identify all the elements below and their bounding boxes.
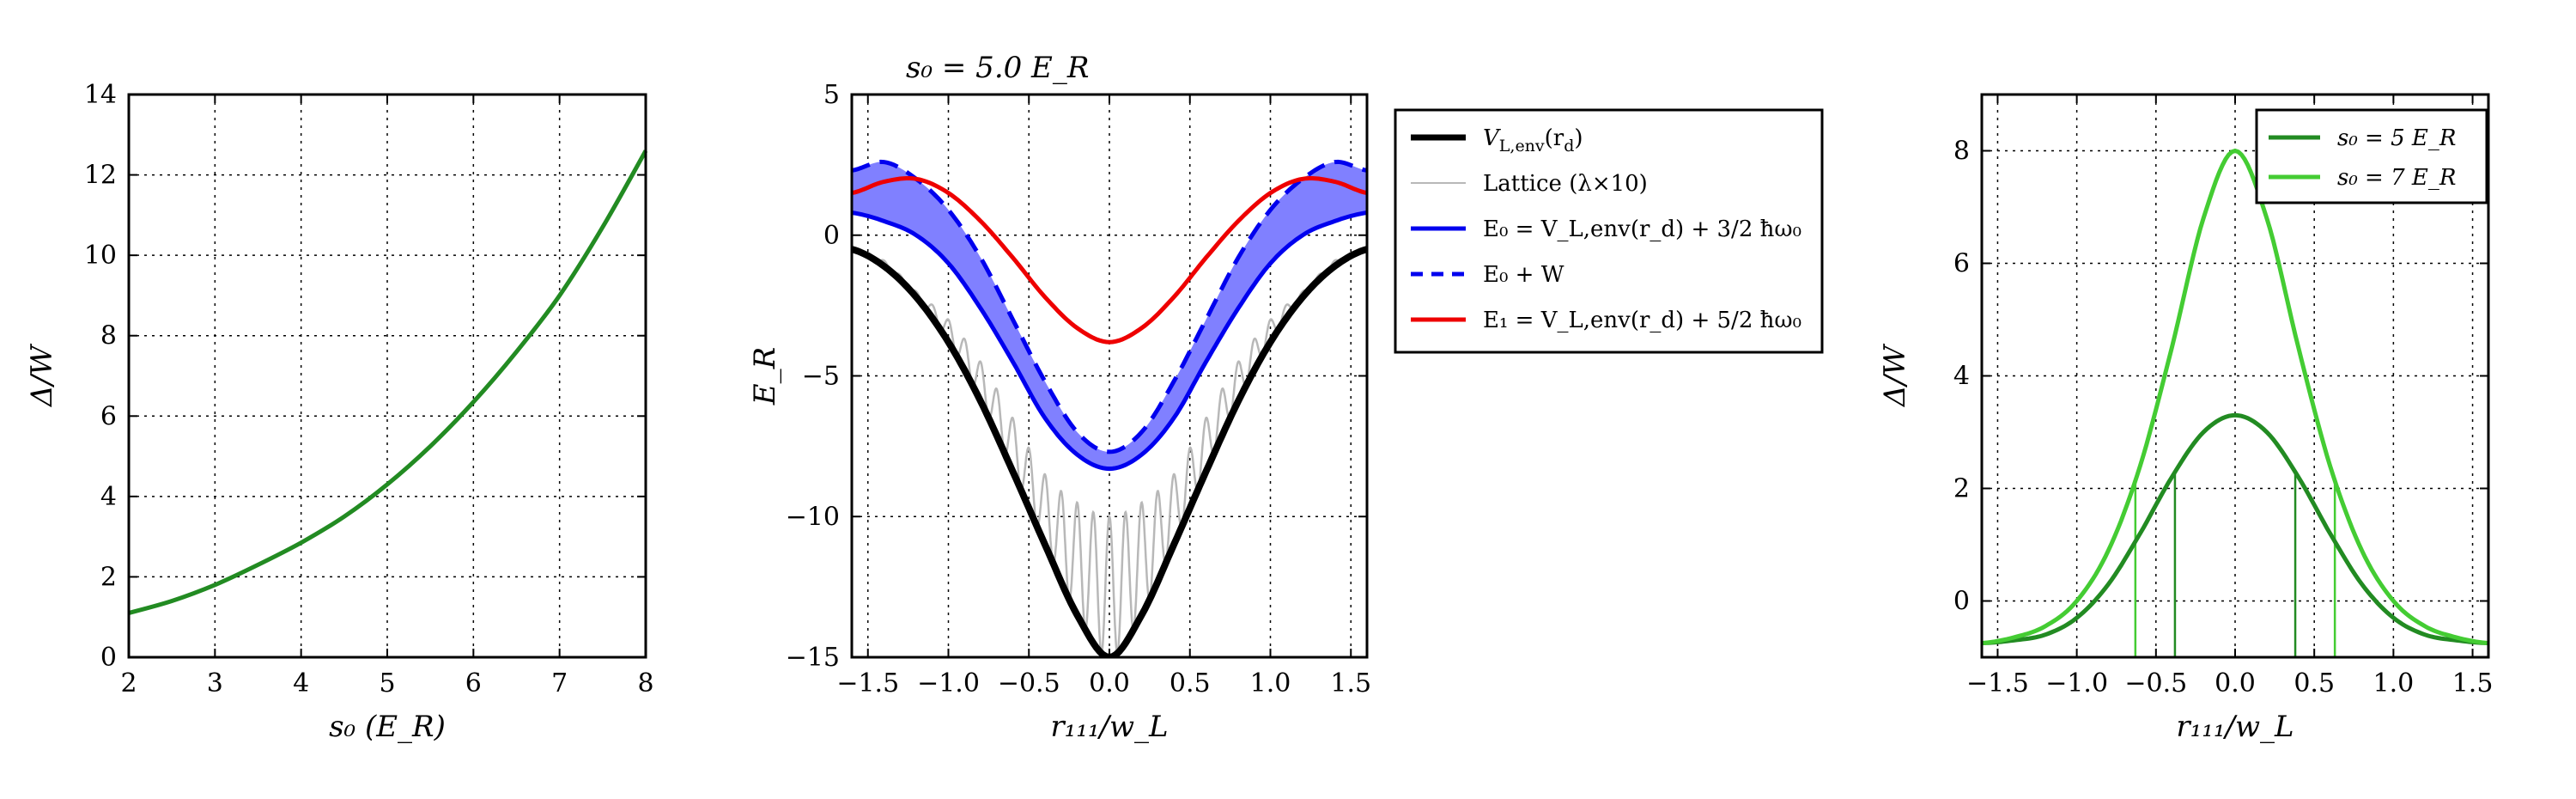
series-line — [128, 149, 648, 615]
plot-area — [852, 159, 1367, 657]
y-tick-label: 6 — [1953, 249, 1970, 279]
legend-box — [1394, 108, 1824, 354]
y-tick-label: −15 — [786, 643, 840, 673]
x-axis-label: r₁₁₁/w_L — [1050, 710, 1168, 744]
x-tick-label: 3 — [207, 668, 223, 698]
legend-label: E₀ + W — [1483, 262, 1564, 288]
bandwidth-fill — [852, 162, 1367, 469]
x-axis-label: r₁₁₁/w_L — [2176, 710, 2293, 744]
x-tick-label: −0.5 — [2124, 668, 2187, 698]
x-tick-label: 2 — [120, 668, 137, 698]
legend-label: s₀ = 7 E_R — [2337, 165, 2456, 191]
legend-box — [2255, 108, 2488, 204]
y-tick-label: 8 — [100, 321, 117, 351]
x-tick-label: 1.0 — [1250, 668, 1291, 698]
x-tick-label: 1.0 — [2373, 668, 2415, 698]
series-line — [1981, 148, 2489, 646]
x-axis-label: s₀ (E_R) — [329, 710, 446, 744]
x-tick-label: 0.5 — [2293, 668, 2335, 698]
x-tick-label: −1.5 — [836, 668, 899, 698]
x-tick-label: 6 — [465, 668, 482, 698]
x-tick-label: 1.5 — [2452, 668, 2494, 698]
legend-label: E₁ = V_L,env(r_d) + 5/2 ħω₀ — [1483, 308, 1801, 333]
legend-label: Lattice (λ×10) — [1483, 171, 1648, 197]
y-tick-label: 4 — [1953, 362, 1970, 392]
y-tick-label: 2 — [100, 562, 117, 592]
y-tick-label: 6 — [100, 401, 117, 431]
legend-label: VL,env(rd) — [1483, 125, 1583, 156]
plot-frame — [127, 93, 647, 659]
x-tick-label: −1.5 — [1966, 668, 2029, 698]
y-tick-label: 2 — [1953, 474, 1970, 504]
e0-line — [852, 210, 1367, 472]
y-tick-label: −10 — [786, 502, 840, 532]
y-tick-label: 10 — [84, 241, 117, 271]
x-tick-label: 0.0 — [2215, 668, 2256, 698]
y-axis-label: E_R — [748, 347, 782, 406]
x-tick-label: −0.5 — [998, 668, 1060, 698]
x-tick-label: −1.0 — [2045, 668, 2108, 698]
x-tick-label: −1.0 — [917, 668, 980, 698]
x-tick-label: 4 — [293, 668, 309, 698]
panel-delta-vs-r: −1.5 −1.0 −0.5 0.0 0.5 1.0 1.5 0 2 4 6 8 r₁₁₁/w_L Δ/W… — [1878, 93, 2494, 744]
y-tick-label: 0 — [1953, 587, 1970, 617]
x-tick-label: 8 — [637, 668, 653, 698]
y-tick-label: 4 — [100, 482, 117, 512]
series-line — [1981, 412, 2489, 646]
y-tick-label: 8 — [1953, 137, 1970, 167]
y-tick-label: 5 — [823, 80, 840, 110]
x-tick-label: 0.0 — [1089, 668, 1130, 698]
envelope-potential-line — [852, 246, 1367, 657]
plot-frame — [1980, 93, 2490, 659]
x-tick-label: 7 — [551, 668, 568, 698]
y-tick-label: 14 — [84, 80, 117, 110]
panel-energy-vs-r: −1.5 −1.0 −0.5 0.0 0.5 1.0 1.5 −15 −10 −5 0 5 r₁₁₁/w… — [748, 51, 1371, 744]
y-tick-label: 12 — [84, 161, 117, 191]
x-tick-label: 0.5 — [1170, 668, 1211, 698]
y-axis-label: Δ/W — [1878, 343, 1912, 408]
x-tick-label: 1.5 — [1330, 668, 1371, 698]
legend-label: s₀ = 5 E_R — [2337, 125, 2456, 151]
y-axis-label: Δ/W — [25, 343, 59, 408]
panel-title: s₀ = 5.0 E_R — [906, 51, 1089, 85]
plot-frame — [850, 93, 1369, 659]
y-tick-label: 0 — [100, 643, 117, 673]
y-tick-label: 0 — [823, 221, 840, 251]
legend-energy-panel: VL,env(rd) Lattice (λ×10) E₀ = V_L,env(r_d… — [1394, 108, 1824, 354]
x-tick-label: 5 — [379, 668, 395, 698]
legend-label: E₀ = V_L,env(r_d) + 3/2 ħω₀ — [1483, 217, 1801, 242]
y-tick-label: −5 — [802, 362, 840, 392]
e1-line — [852, 176, 1367, 345]
e0-plus-w-line — [852, 159, 1367, 454]
